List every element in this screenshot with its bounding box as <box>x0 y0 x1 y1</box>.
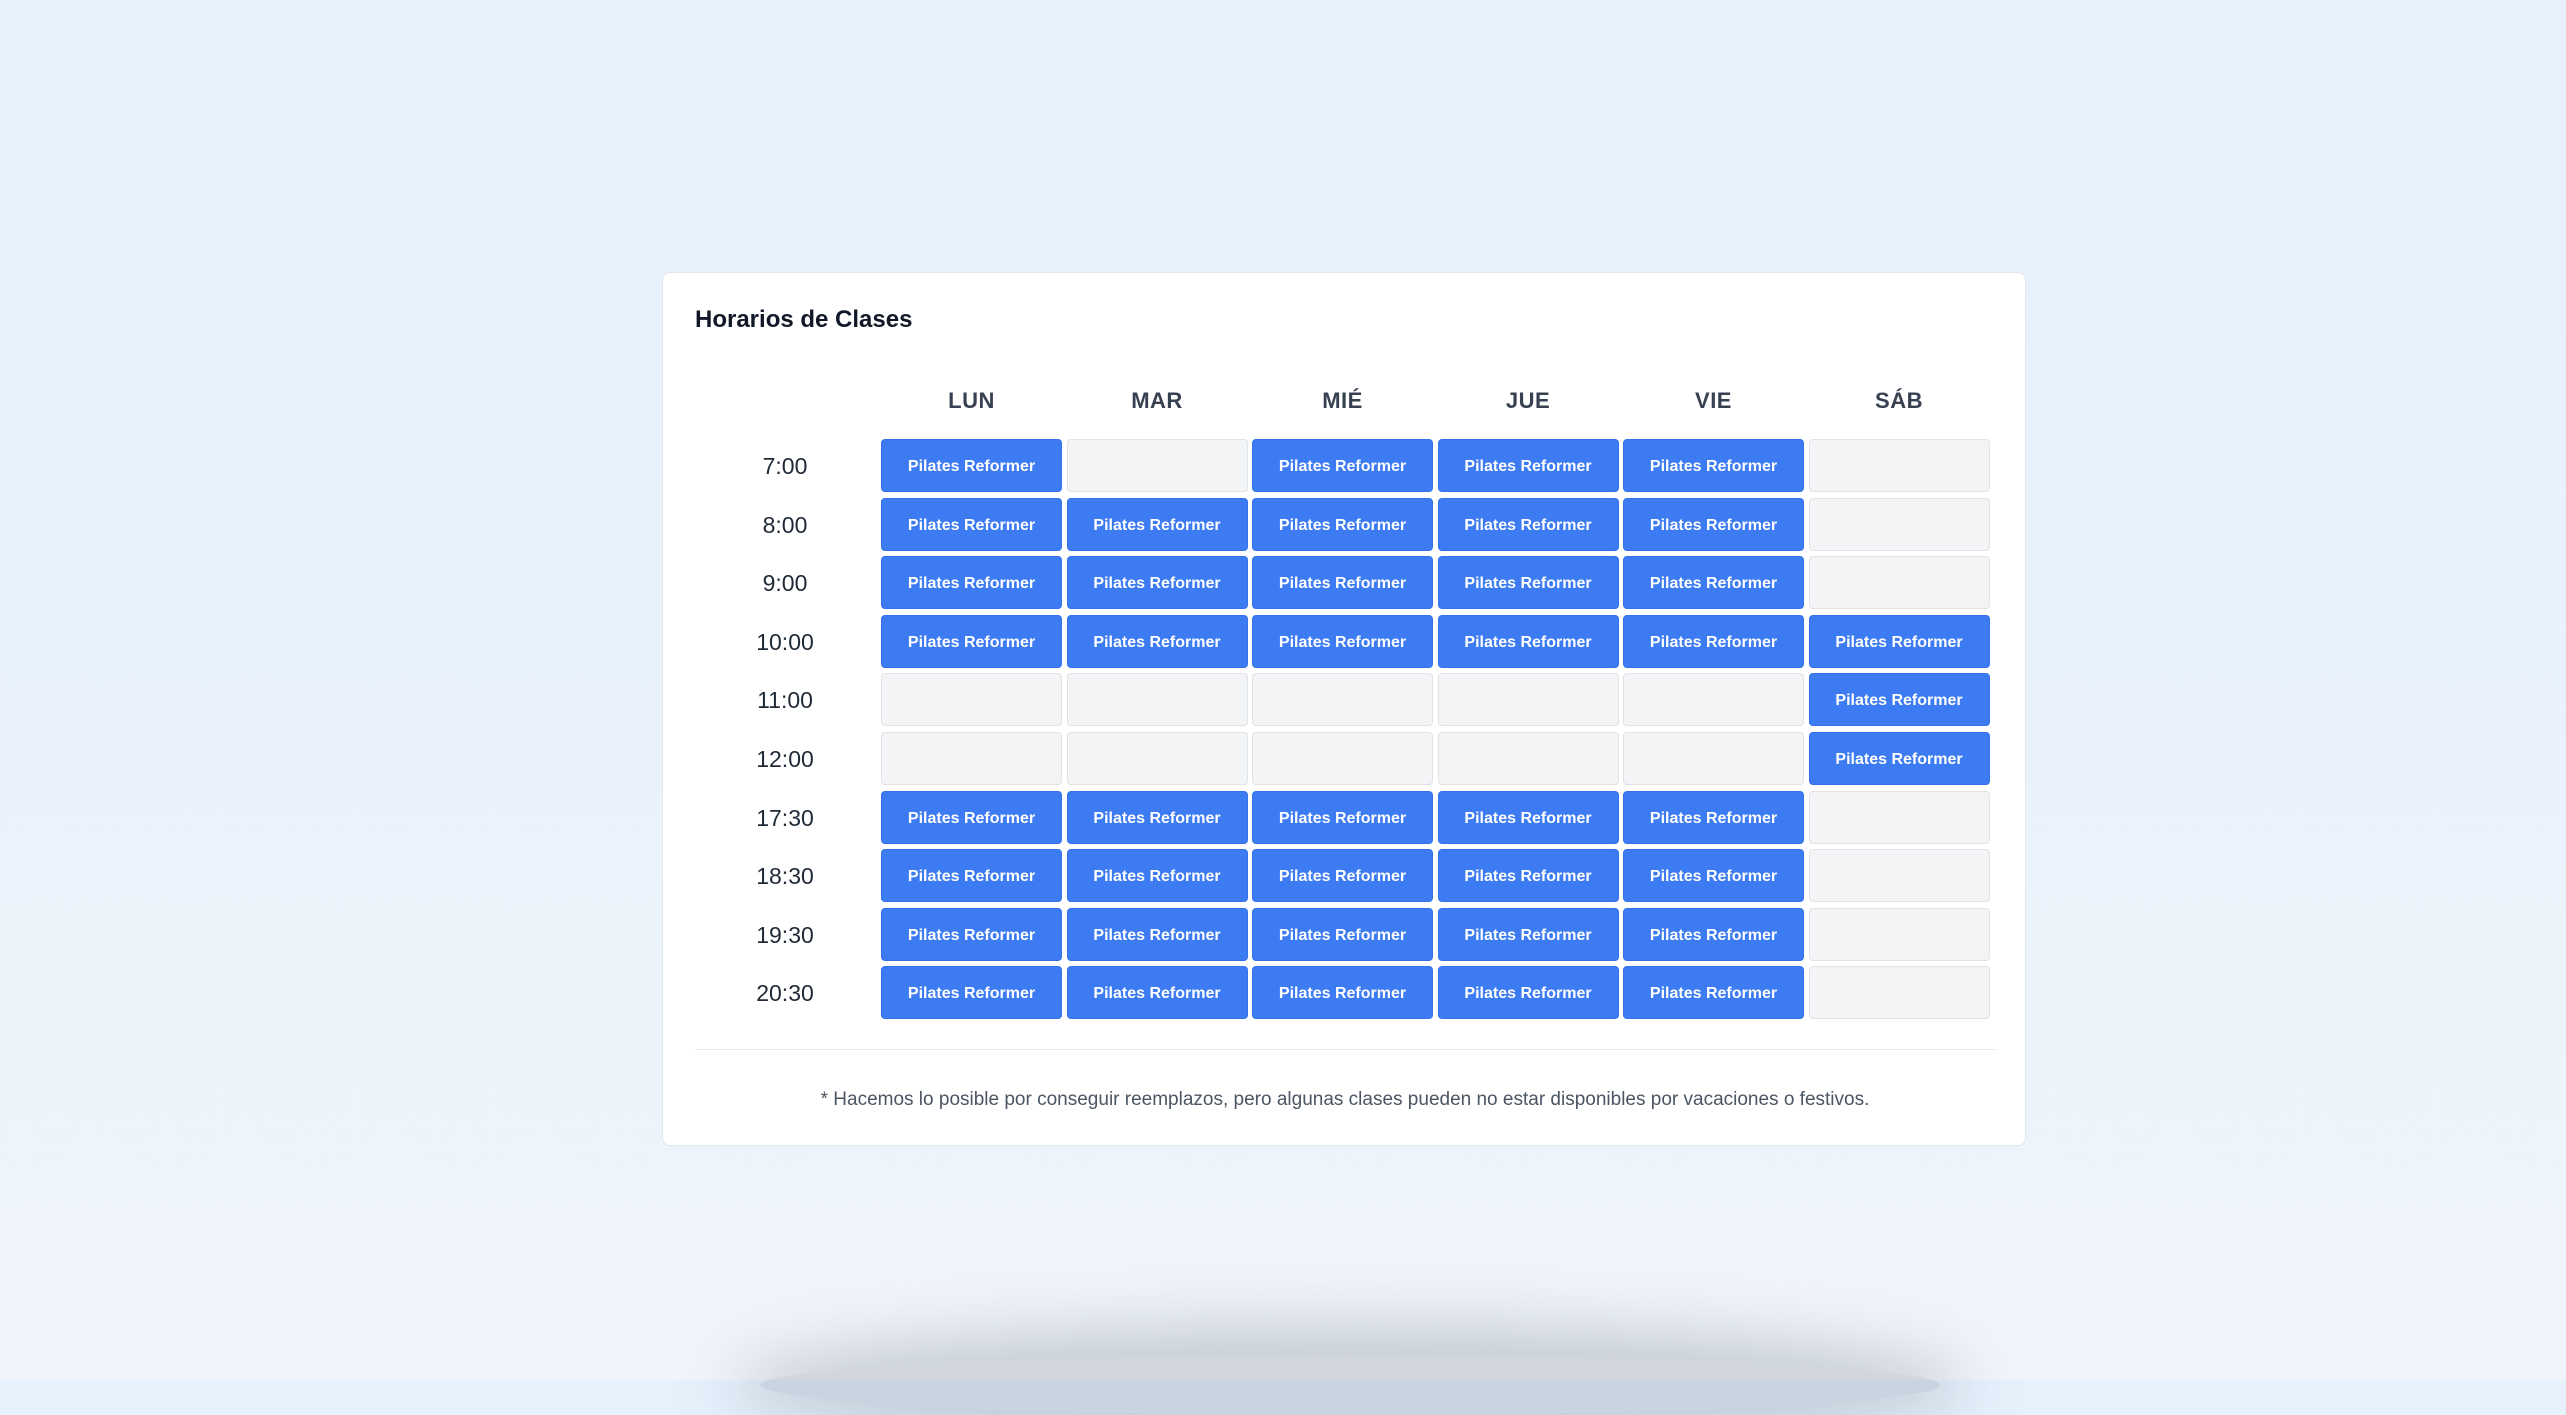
class-slot[interactable]: Pilates Reformer <box>1066 556 1248 610</box>
class-slot[interactable]: Pilates Reformer <box>1437 497 1619 551</box>
empty-slot <box>1808 966 1990 1020</box>
day-header: SÁB <box>1875 388 1923 413</box>
schedule-row: 17:30 Pilates Reformer Pilates Reformer Pil… <box>695 790 1995 850</box>
schedule-card: Horarios de Clases LUN MAR MIÉ JUE VIE SÁB 7:… <box>662 272 2026 1146</box>
class-slot[interactable]: Pilates Reformer <box>881 849 1062 903</box>
class-slot[interactable]: Pilates Reformer <box>1066 849 1248 903</box>
empty-slot <box>1808 497 1990 551</box>
day-headers: LUN MAR MIÉ JUE VIE SÁB <box>695 379 1995 439</box>
empty-slot <box>1808 790 1990 844</box>
class-slot[interactable]: Pilates Reformer <box>1437 614 1619 668</box>
class-slot[interactable]: Pilates Reformer <box>1623 966 1804 1020</box>
class-slot[interactable]: Pilates Reformer <box>1066 966 1248 1020</box>
time-label: 12:00 <box>756 745 814 772</box>
class-slot[interactable]: Pilates Reformer <box>1252 497 1433 551</box>
divider <box>695 1049 1995 1050</box>
schedule-row: 20:30 Pilates Reformer Pilates Reformer Pil… <box>695 966 1995 1025</box>
class-slot[interactable]: Pilates Reformer <box>1808 673 1990 727</box>
class-slot[interactable]: Pilates Reformer <box>1066 790 1248 844</box>
schedule-grid: LUN MAR MIÉ JUE VIE SÁB 7:00 Pilates Reformer P… <box>695 379 1995 1025</box>
day-header: MAR <box>1131 388 1183 413</box>
time-label: 17:30 <box>756 804 814 831</box>
time-label: 18:30 <box>756 863 814 890</box>
empty-slot <box>1808 556 1990 610</box>
class-slot[interactable]: Pilates Reformer <box>1252 614 1433 668</box>
class-slot[interactable]: Pilates Reformer <box>1437 907 1619 961</box>
class-slot[interactable]: Pilates Reformer <box>1252 439 1433 492</box>
time-label: 19:30 <box>756 921 814 948</box>
time-label: 8:00 <box>762 511 808 538</box>
class-slot[interactable]: Pilates Reformer <box>1437 556 1619 610</box>
class-slot[interactable]: Pilates Reformer <box>1437 849 1619 903</box>
schedule-row: 18:30 Pilates Reformer Pilates Reformer Pil… <box>695 849 1995 908</box>
class-slot[interactable]: Pilates Reformer <box>1623 790 1804 844</box>
empty-slot <box>1066 439 1248 492</box>
class-slot[interactable]: Pilates Reformer <box>1066 614 1248 668</box>
time-label: 10:00 <box>756 628 814 655</box>
footnote: * Hacemos lo posible por conseguir reemp… <box>820 1089 1870 1110</box>
empty-slot <box>1808 439 1990 492</box>
schedule-row: 9:00 Pilates Reformer Pilates Reformer Pila… <box>695 556 1995 615</box>
empty-slot <box>1066 731 1248 785</box>
class-slot[interactable]: Pilates Reformer <box>881 966 1062 1020</box>
class-slot[interactable]: Pilates Reformer <box>881 556 1062 610</box>
schedule-row: 11:00 Pilates Reformer <box>695 673 1995 732</box>
class-slot[interactable]: Pilates Reformer <box>1252 966 1433 1020</box>
day-header: MIÉ <box>1322 388 1363 413</box>
empty-slot <box>881 731 1062 785</box>
schedule-row: 12:00 Pilates Reformer <box>695 731 1995 791</box>
schedule-row: 8:00 Pilates Reformer Pilates Reformer Pila… <box>695 497 1995 557</box>
empty-slot <box>1437 673 1619 727</box>
class-slot[interactable]: Pilates Reformer <box>1623 614 1804 668</box>
class-slot[interactable]: Pilates Reformer <box>881 907 1062 961</box>
day-header: LUN <box>948 388 995 413</box>
class-slot[interactable]: Pilates Reformer <box>1437 966 1619 1020</box>
empty-slot <box>1252 731 1433 785</box>
class-slot[interactable]: Pilates Reformer <box>1066 907 1248 961</box>
empty-slot <box>1437 731 1619 785</box>
class-slot[interactable]: Pilates Reformer <box>881 497 1062 551</box>
schedule-rows: 7:00 Pilates Reformer Pilates Reformer Pila… <box>695 439 1995 1025</box>
class-slot[interactable]: Pilates Reformer <box>1623 849 1804 903</box>
class-slot[interactable]: Pilates Reformer <box>881 790 1062 844</box>
time-label: 11:00 <box>757 687 813 714</box>
empty-slot <box>881 673 1062 727</box>
day-header: JUE <box>1505 388 1551 413</box>
class-slot[interactable]: Pilates Reformer <box>1623 497 1804 551</box>
class-slot[interactable]: Pilates Reformer <box>1252 849 1433 903</box>
schedule-title: Horarios de Clases <box>695 306 913 333</box>
empty-slot <box>1808 849 1990 903</box>
empty-slot <box>1623 673 1804 727</box>
class-slot[interactable]: Pilates Reformer <box>1808 614 1990 668</box>
class-slot[interactable]: Pilates Reformer <box>1252 556 1433 610</box>
time-label: 20:30 <box>756 980 814 1007</box>
schedule-row: 19:30 Pilates Reformer Pilates Reformer Pil… <box>695 907 1995 967</box>
schedule-row: 7:00 Pilates Reformer Pilates Reformer Pila… <box>695 439 1995 498</box>
empty-slot <box>1808 907 1990 961</box>
empty-slot <box>1066 673 1248 727</box>
class-slot[interactable]: Pilates Reformer <box>1252 790 1433 844</box>
class-slot[interactable]: Pilates Reformer <box>881 439 1062 492</box>
empty-slot <box>1623 731 1804 785</box>
empty-slot <box>1252 673 1433 727</box>
class-slot[interactable]: Pilates Reformer <box>1623 439 1804 492</box>
class-slot[interactable]: Pilates Reformer <box>1808 731 1990 785</box>
time-label: 7:00 <box>762 453 808 479</box>
day-header: VIE <box>1695 388 1732 413</box>
class-slot[interactable]: Pilates Reformer <box>881 614 1062 668</box>
bottom-shadow <box>760 1355 1940 1415</box>
class-slot[interactable]: Pilates Reformer <box>1437 790 1619 844</box>
class-slot[interactable]: Pilates Reformer <box>1623 556 1804 610</box>
class-slot[interactable]: Pilates Reformer <box>1066 497 1248 551</box>
class-slot[interactable]: Pilates Reformer <box>1623 907 1804 961</box>
schedule-row: 10:00 Pilates Reformer Pilates Reformer Pil… <box>695 614 1995 674</box>
time-label: 9:00 <box>762 570 808 597</box>
class-slot[interactable]: Pilates Reformer <box>1437 439 1619 492</box>
class-slot[interactable]: Pilates Reformer <box>1252 907 1433 961</box>
